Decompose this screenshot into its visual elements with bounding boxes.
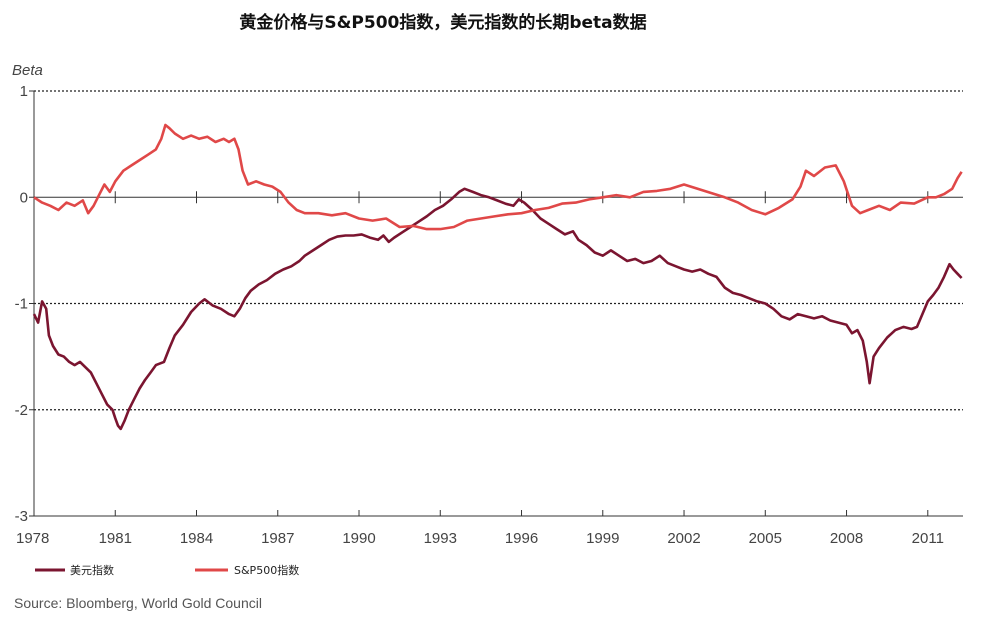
x-tick-label: 1987 xyxy=(261,530,294,547)
chart-title: 黄金价格与S&P500指数，美元指数的长期beta数据 xyxy=(239,12,646,33)
x-tick-labels: 1978 1981 1984 1987 1990 1993 1996 1999 2002 2005… xyxy=(16,530,944,547)
y-tick-labels: 1 0 -1 -2 -3 xyxy=(15,83,28,525)
series-line-usd xyxy=(32,187,963,431)
x-tick-label: 1993 xyxy=(424,530,457,547)
x-tick-label: 1978 xyxy=(16,530,49,547)
x-tick-label: 1981 xyxy=(99,530,132,547)
y-tick-label: -3 xyxy=(15,508,28,525)
legend-label-sp500: S&P500指数 xyxy=(234,563,299,577)
source-note: Source: Bloomberg, World Gold Council xyxy=(14,595,262,611)
x-tick-label: 2002 xyxy=(667,530,700,547)
y-axis-label: Beta xyxy=(12,62,43,79)
series-line-sp500 xyxy=(33,123,963,231)
y-tick-label: 1 xyxy=(20,83,28,100)
y-tick-label: -1 xyxy=(15,296,28,313)
x-tick-label: 1984 xyxy=(180,530,213,547)
x-tick-label: 2011 xyxy=(912,530,944,547)
y-tick-label: -2 xyxy=(15,402,28,419)
x-tick-label: 1999 xyxy=(586,530,619,547)
x-tick-label: 1996 xyxy=(505,530,538,547)
series-lines xyxy=(32,123,963,431)
x-tick-label: 2008 xyxy=(830,530,863,547)
legend: 美元指数 S&P500指数 xyxy=(35,563,299,577)
axes xyxy=(29,90,963,517)
legend-label-usd: 美元指数 xyxy=(70,563,114,577)
x-tick-label: 2005 xyxy=(749,530,782,547)
y-tick-label: 0 xyxy=(20,189,28,206)
gridlines xyxy=(34,90,963,411)
x-tick-label: 1990 xyxy=(342,530,375,547)
